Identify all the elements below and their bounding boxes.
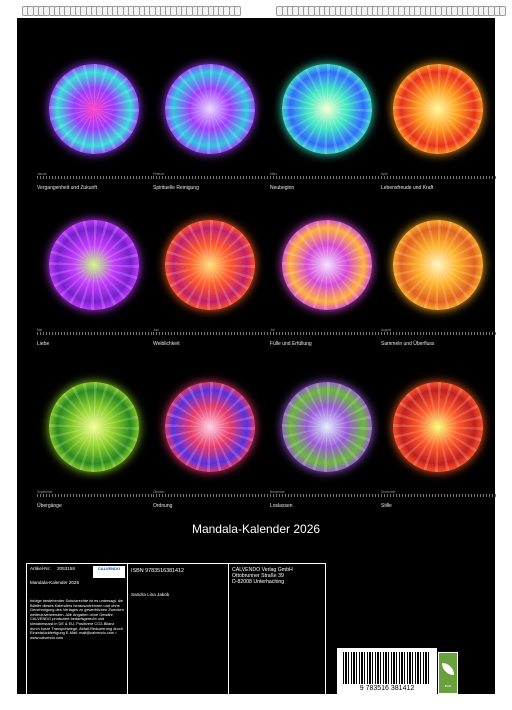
month-label: Mai [37,328,43,332]
barcode: 9 783516 381412 [337,648,437,694]
mandala-image [49,64,139,154]
mandala-image [282,382,372,472]
month-caption: Spirituelle Reinigung [153,185,199,191]
barcode-bars [343,652,431,684]
mandala-image [393,64,483,154]
eco-label: eco [444,683,452,688]
day-grid [381,494,496,497]
day-grid [381,332,496,335]
article-number: 2053158 [57,566,75,571]
page-title: Mandala-Kalender 2026 [191,522,321,536]
month-label: September [37,490,53,494]
month-caption: Lebensfreude und Kraft [381,185,434,191]
calendar-sheet: Mandala-Kalender 2026 Januar Vergangenhei… [17,18,496,694]
day-grid [270,332,385,335]
barcode-number: 9 783516 381412 [359,685,415,692]
day-grid [37,494,152,497]
binding-ring [234,6,241,16]
month-label: Juli [270,328,275,332]
month-label: Januar [37,172,47,176]
month-label: August [381,328,391,332]
month-label: März [270,172,278,176]
day-grid [381,176,496,179]
month-caption: Fülle und Erfüllung [270,341,312,347]
spiral-binding [0,0,512,20]
binding-ring [499,6,506,16]
month-caption: Weiblichkeit [153,341,180,347]
info-box: Artikel-Nr.: 2053158 CALVENDO Mandala-Ka… [26,563,326,701]
month-cell: September Übergänge [37,382,152,542]
month-caption: Vergangenheit und Zukunft [37,185,98,191]
mandala-image [49,382,139,472]
month-cell: Juli Fülle und Erfüllung [270,220,385,380]
day-grid [153,494,268,497]
month-cell: August Sammeln und Überfluss [381,220,496,380]
legal-text: Infolge bestehender Schutzrechte ist es … [30,598,124,640]
mandala-image [165,64,255,154]
month-label: Oktober [153,490,165,494]
mandala-image [282,220,372,310]
month-caption: Liebe [37,341,50,347]
month-caption: Übergänge [37,503,62,509]
day-grid [153,176,268,179]
day-grid [37,332,152,335]
month-cell: Juni Weiblichkeit [153,220,268,380]
month-cell: Januar Vergangenheit und Zukunft [37,64,152,224]
month-caption: Neubeginn [270,185,295,191]
month-caption: Stille [381,503,392,509]
month-caption: Sammeln und Überfluss [381,341,435,347]
month-cell: November Loslassen [270,382,385,542]
month-cell: Oktober Ordnung [153,382,268,542]
month-cell: Dezember Stille [381,382,496,542]
product-title: Mandala-Kalender 2026 [30,580,80,585]
day-grid [37,176,152,179]
month-label: Juni [153,328,159,332]
day-grid [270,176,385,179]
day-grid [270,494,385,497]
mandala-image [393,220,483,310]
month-caption: Loslassen [270,503,293,509]
month-label: Dezember [381,490,396,494]
publisher: CALVENDO Verlag GmbH [232,567,293,573]
calvendo-logo: CALVENDO [93,566,125,578]
mandala-image [282,64,372,154]
city: D-82008 Unterhaching [232,579,285,585]
info-column-isbn: ISBN 9783516381412 Sandra Lina Jakob [128,564,229,700]
month-cell: Februar Spirituelle Reinigung [153,64,268,224]
street: Ottobrunner Straße 39 [232,573,284,579]
info-column-publisher: CALVENDO Verlag GmbH Ottobrunner Straße … [229,564,325,700]
eco-badge: eco [438,652,458,694]
author: Sandra Lina Jakob [131,592,170,597]
article-label: Artikel-Nr.: [30,566,52,571]
mandala-image [393,382,483,472]
mandala-image [165,220,255,310]
mandala-image [165,382,255,472]
month-label: Februar [153,172,165,176]
info-column-article: Artikel-Nr.: 2053158 CALVENDO Mandala-Ka… [27,564,128,700]
month-cell: April Lebensfreude und Kraft [381,64,496,224]
month-label: November [270,490,285,494]
month-caption: Ordnung [153,503,173,509]
day-grid [153,332,268,335]
leaf-icon [442,663,454,675]
month-label: April [381,172,388,176]
month-cell: März Neubeginn [270,64,385,224]
mandala-image [49,220,139,310]
month-cell: Mai Liebe [37,220,152,380]
isbn: ISBN 9783516381412 [131,568,185,574]
